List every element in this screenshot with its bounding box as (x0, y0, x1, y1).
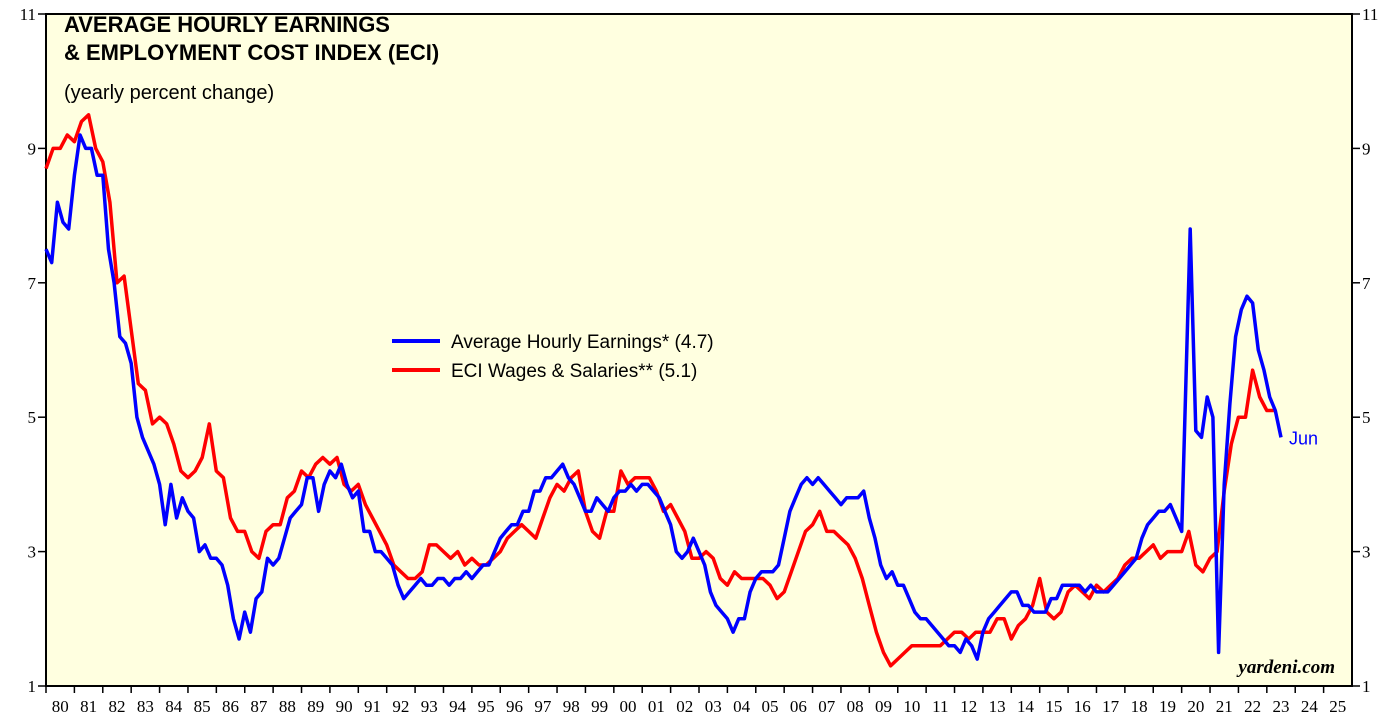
x-tick-label: 09 (875, 697, 892, 716)
x-tick-label: 25 (1329, 697, 1346, 716)
x-tick-label: 24 (1301, 697, 1319, 716)
y-tick-label: 11 (20, 5, 36, 24)
x-tick-label: 86 (222, 697, 239, 716)
y2-tick-label: 7 (1362, 274, 1371, 293)
x-tick-label: 89 (307, 697, 324, 716)
x-tick-label: 16 (1074, 697, 1091, 716)
x-tick-label: 01 (648, 697, 665, 716)
x-tick-label: 98 (563, 697, 580, 716)
x-tick-label: 84 (165, 697, 183, 716)
x-tick-label: 18 (1131, 697, 1148, 716)
x-tick-label: 20 (1187, 697, 1204, 716)
x-tick-label: 12 (960, 697, 977, 716)
y-tick-label: 5 (28, 408, 37, 427)
x-tick-label: 13 (989, 697, 1006, 716)
y-tick-label: 1 (28, 677, 37, 696)
x-tick-label: 81 (80, 697, 97, 716)
x-tick-label: 88 (279, 697, 296, 716)
x-tick-label: 96 (506, 697, 523, 716)
legend-label: Average Hourly Earnings* (4.7) (451, 332, 714, 353)
x-tick-label: 85 (194, 697, 211, 716)
y2-tick-label: 9 (1362, 139, 1371, 158)
x-tick-label: 00 (620, 697, 637, 716)
x-tick-label: 83 (137, 697, 154, 716)
plot-frame (45, 13, 1353, 687)
x-tick-label: 87 (250, 697, 268, 716)
x-tick-label: 93 (421, 697, 438, 716)
x-tick-label: 06 (790, 697, 807, 716)
x-tick-label: 90 (336, 697, 353, 716)
x-tick-label: 95 (478, 697, 495, 716)
y2-tick-label: 11 (1362, 5, 1378, 24)
x-tick-label: 23 (1273, 697, 1290, 716)
x-tick-label: 05 (761, 697, 778, 716)
series-line (44, 133, 1283, 661)
chart-subtitle: (yearly percent change) (64, 82, 274, 104)
x-tick-label: 11 (932, 697, 948, 716)
x-tick-label: 21 (1216, 697, 1233, 716)
legend-label: ECI Wages & Salaries** (5.1) (451, 361, 697, 382)
y-tick-label: 7 (28, 274, 37, 293)
annotation: Jun (1289, 428, 1318, 448)
x-tick-label: 82 (108, 697, 125, 716)
y2-tick-label: 3 (1362, 543, 1371, 562)
x-tick-label: 08 (847, 697, 864, 716)
y2-tick-label: 5 (1362, 408, 1371, 427)
x-tick-label: 80 (52, 697, 69, 716)
x-tick-label: 97 (534, 697, 552, 716)
x-tick-label: 91 (364, 697, 381, 716)
x-tick-label: 22 (1244, 697, 1261, 716)
chart-title: & EMPLOYMENT COST INDEX (ECI) (64, 40, 439, 65)
x-tick-label: 94 (449, 697, 467, 716)
y2-tick-label: 1 (1362, 677, 1371, 696)
x-tick-label: 14 (1017, 697, 1035, 716)
x-tick-label: 99 (591, 697, 608, 716)
y-tick-label: 3 (28, 543, 37, 562)
x-tick-label: 02 (676, 697, 693, 716)
x-tick-label: 10 (903, 697, 920, 716)
source: yardeni.com (1236, 657, 1335, 678)
x-tick-label: 03 (705, 697, 722, 716)
x-tick-label: 07 (818, 697, 836, 716)
x-tick-label: 15 (1045, 697, 1062, 716)
x-tick-label: 17 (1102, 697, 1120, 716)
x-tick-label: 92 (392, 697, 409, 716)
x-tick-label: 19 (1159, 697, 1176, 716)
x-tick-label: 04 (733, 697, 751, 716)
chart-title: AVERAGE HOURLY EARNINGS (64, 12, 390, 37)
y-tick-label: 9 (28, 139, 37, 158)
